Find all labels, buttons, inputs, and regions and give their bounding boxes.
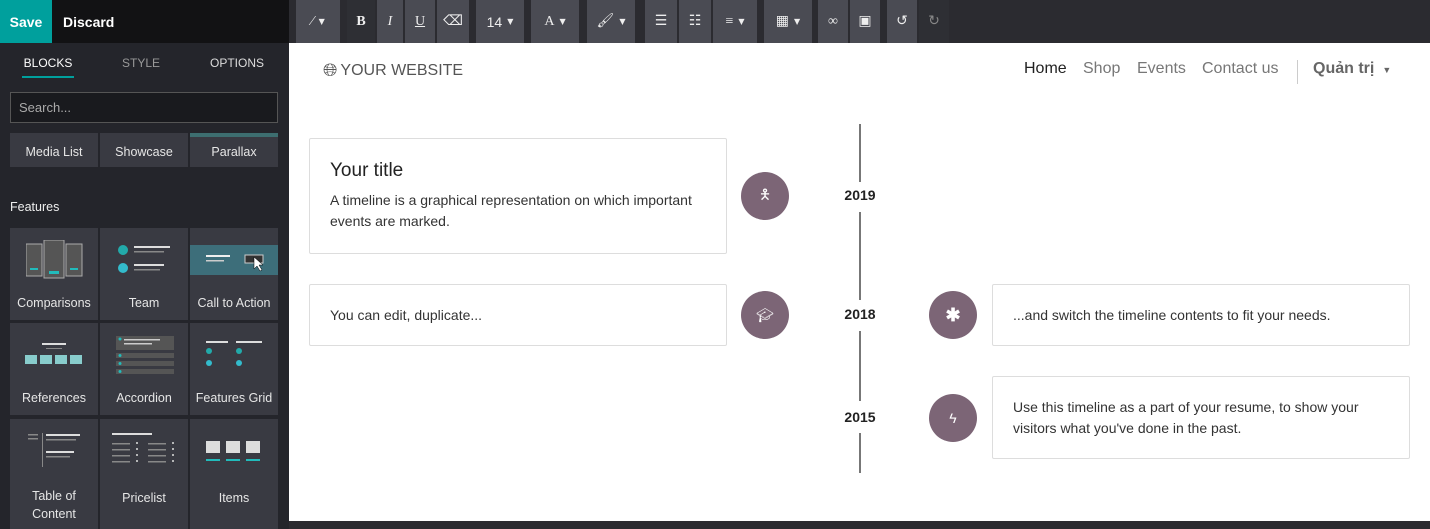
admin-menu[interactable]: Quản trị ▼ xyxy=(1313,60,1391,78)
snippet-label: References xyxy=(22,391,86,405)
tab-blocks[interactable]: BLOCKS xyxy=(0,44,96,82)
snippet-features-grid[interactable]: Features Grid xyxy=(190,323,278,415)
snippet-references[interactable]: References xyxy=(10,323,98,415)
eraser-icon[interactable]: ⌫ xyxy=(437,0,469,43)
discard-button[interactable]: Discard xyxy=(52,0,132,43)
snippet-items[interactable]: Items xyxy=(190,419,278,529)
items-thumbnail-icon xyxy=(206,441,260,461)
nav-home[interactable]: Home xyxy=(1024,60,1067,77)
italic-button[interactable]: I xyxy=(377,0,403,43)
snippet-label: Showcase xyxy=(115,145,173,159)
timeline-year: 2019 xyxy=(844,187,876,203)
snippet-label: Table of Content xyxy=(32,489,76,521)
globe-icon: 🌐︎ xyxy=(323,60,338,80)
features-heading: Features xyxy=(10,200,60,214)
tab-style[interactable]: STYLE xyxy=(121,56,160,70)
card-text: Use this timeline as a part of your resu… xyxy=(1013,398,1359,436)
snippet-comparisons[interactable]: Comparisons xyxy=(10,228,98,320)
align-left-icon[interactable]: ≡ ▼ xyxy=(713,0,757,43)
font-size-dropdown[interactable]: 14 ▼ xyxy=(476,0,524,43)
call-to-action-thumbnail-icon xyxy=(190,245,278,275)
snippet-label: Items xyxy=(218,491,250,505)
snippet-accordion[interactable]: Accordion xyxy=(100,323,188,415)
snippet-label: Accordion xyxy=(116,391,172,405)
snippet-label: Features Grid xyxy=(195,391,273,405)
timeline-line xyxy=(859,124,861,182)
card-text: ...and switch the timeline contents to f… xyxy=(1013,306,1331,323)
nav-events[interactable]: Events xyxy=(1137,60,1186,77)
link-icon[interactable]: ∞ xyxy=(818,0,848,43)
timeline-card[interactable]: You can edit, duplicate... xyxy=(309,284,727,346)
snippet-label: Team xyxy=(128,296,160,310)
accordion-thumbnail-icon xyxy=(116,336,174,374)
logo-text: YOUR WEBSITE xyxy=(340,61,464,79)
bold-button[interactable]: B xyxy=(347,0,375,43)
snippet-showcase[interactable]: Showcase xyxy=(100,133,188,167)
bolt-icon: ϟ xyxy=(929,394,977,442)
timeline-line xyxy=(859,331,861,401)
snippet-team[interactable]: Team xyxy=(100,228,188,320)
snippet-pricelist[interactable]: Pricelist xyxy=(100,419,188,529)
pricelist-thumbnail-icon xyxy=(112,433,174,463)
redo-icon[interactable]: ↻ xyxy=(919,0,949,43)
save-button[interactable]: Save xyxy=(0,0,52,43)
comparisons-thumbnail-icon xyxy=(26,240,83,279)
admin-label: Quản trị xyxy=(1313,60,1375,77)
undo-icon[interactable]: ↺ xyxy=(887,0,917,43)
snippet-label: Parallax xyxy=(211,145,257,159)
snippet-call-to-action[interactable]: Call to Action xyxy=(190,228,278,320)
child-icon: 🯅 xyxy=(741,172,789,220)
timeline-year: 2015 xyxy=(844,409,876,425)
image-icon[interactable]: ▣ xyxy=(850,0,880,43)
search-input[interactable] xyxy=(10,92,278,123)
chevron-down-icon: ▼ xyxy=(1382,65,1392,75)
magic-wand-icon[interactable]: ⁄ ▼ xyxy=(296,0,340,43)
bottom-bar xyxy=(289,521,1430,529)
asterisk-icon: ✱ xyxy=(929,291,977,339)
snippet-label: Pricelist xyxy=(122,491,166,505)
timeline-line xyxy=(859,433,861,473)
paintbrush-icon[interactable]: 🖌 ▼ xyxy=(587,0,635,43)
timeline-line xyxy=(859,212,861,300)
site-logo[interactable]: 🌐︎ YOUR WEBSITE xyxy=(323,60,463,81)
font-color-dropdown[interactable]: A ▼ xyxy=(531,0,579,43)
snippet-table-of-content[interactable]: Table of Content xyxy=(10,419,98,529)
timeline-card[interactable]: Your title A timeline is a graphical rep… xyxy=(309,138,727,254)
features-grid-thumbnail-icon xyxy=(206,341,262,366)
nav-divider xyxy=(1297,60,1298,84)
ordered-list-icon[interactable]: ☷ xyxy=(679,0,711,43)
font-color-icon: A xyxy=(544,13,555,29)
team-thumbnail-icon xyxy=(118,245,170,273)
table-of-content-thumbnail-icon xyxy=(28,433,80,467)
font-size-value: 14 xyxy=(486,13,503,30)
nav-shop[interactable]: Shop xyxy=(1083,60,1121,77)
timeline-card[interactable]: Use this timeline as a part of your resu… xyxy=(992,376,1410,459)
card-title: Your title xyxy=(330,160,404,181)
unordered-list-icon[interactable]: ☰ xyxy=(645,0,677,43)
timeline-card[interactable]: ...and switch the timeline contents to f… xyxy=(992,284,1410,346)
snippet-media-list[interactable]: Media List xyxy=(10,133,98,167)
snippet-label: Comparisons xyxy=(17,296,91,310)
graduation-cap-icon: 🎓︎ xyxy=(741,291,789,339)
snippet-parallax[interactable]: Parallax xyxy=(190,133,278,167)
underline-button[interactable]: U xyxy=(405,0,435,43)
card-text: A timeline is a graphical representation… xyxy=(330,192,692,229)
tab-options[interactable]: OPTIONS xyxy=(209,56,264,70)
snippet-label: Call to Action xyxy=(197,296,271,310)
card-text: You can edit, duplicate... xyxy=(330,306,483,323)
references-thumbnail-icon xyxy=(25,343,82,364)
nav-contact-us[interactable]: Contact us xyxy=(1202,60,1279,77)
table-icon[interactable]: ▦ ▼ xyxy=(764,0,812,43)
timeline-year: 2018 xyxy=(844,306,876,322)
snippet-label: Media List xyxy=(25,145,83,159)
